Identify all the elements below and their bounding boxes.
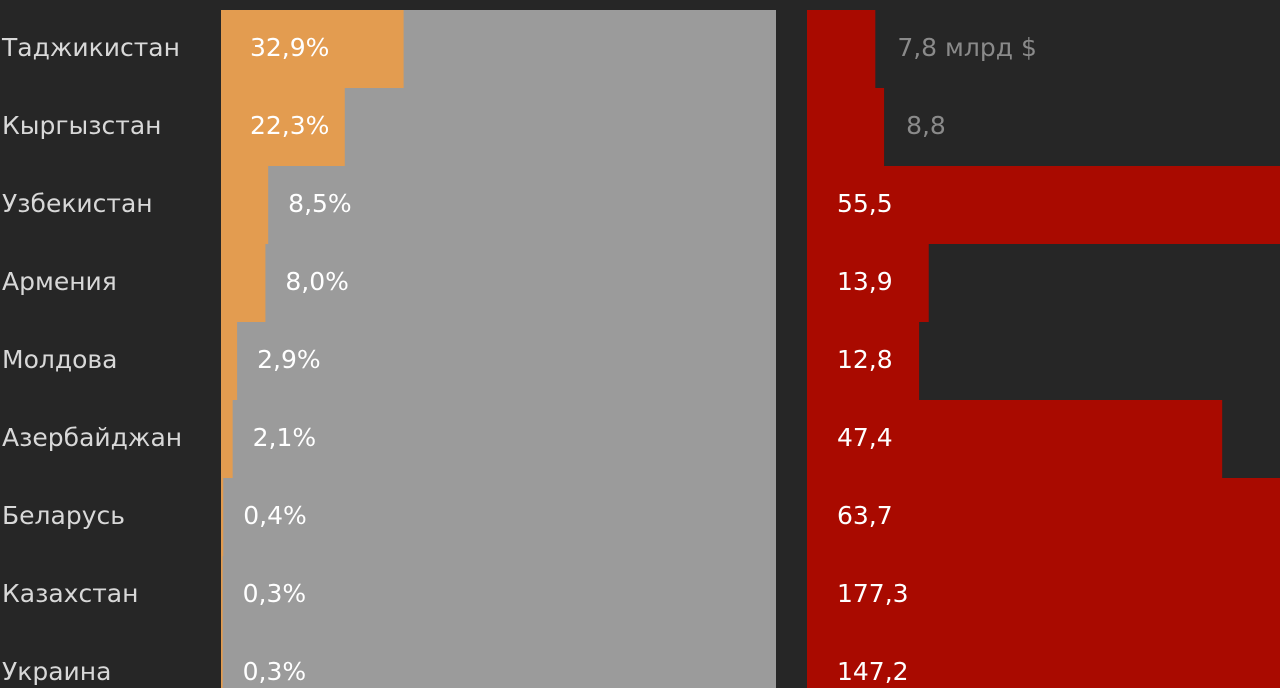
value-label: 2,1% <box>253 423 317 452</box>
value-label: 8,0% <box>285 267 349 296</box>
value-label: 2,9% <box>257 345 321 374</box>
bar <box>221 10 404 88</box>
bar <box>807 10 876 88</box>
category-label: Кыргызстан <box>2 111 162 140</box>
value-label: 147,2 <box>837 657 909 686</box>
bar <box>807 556 1280 634</box>
category-label: Узбекистан <box>2 189 153 218</box>
value-label: 13,9 <box>837 267 893 296</box>
bar <box>221 634 223 688</box>
bar <box>221 556 223 634</box>
bar <box>221 400 233 478</box>
value-label: 47,4 <box>837 423 893 452</box>
bar <box>807 634 1280 688</box>
bar <box>807 400 1223 478</box>
bar <box>807 88 885 166</box>
value-label: 7,8 млрд $ <box>897 33 1037 62</box>
value-label: 8,5% <box>288 189 352 218</box>
bar <box>221 478 224 556</box>
category-label: Таджикистан <box>1 33 180 62</box>
bar <box>221 244 266 322</box>
category-label: Беларусь <box>2 501 125 530</box>
value-label: 63,7 <box>837 501 893 530</box>
value-label: 8,8 <box>906 111 946 140</box>
value-label: 0,3% <box>243 657 307 686</box>
bar <box>807 166 1280 244</box>
value-label: 0,3% <box>243 579 307 608</box>
value-label: 22,3% <box>250 111 329 140</box>
bar <box>221 322 238 400</box>
category-label: Казахстан <box>2 579 138 608</box>
category-label: Армения <box>2 267 117 296</box>
bar <box>807 478 1280 556</box>
bar <box>807 322 920 400</box>
value-label: 55,5 <box>837 189 893 218</box>
value-label: 0,4% <box>243 501 307 530</box>
bar <box>807 244 929 322</box>
value-label: 32,9% <box>250 33 329 62</box>
value-label: 177,3 <box>837 579 909 608</box>
bar <box>221 166 269 244</box>
category-label: Азербайджан <box>2 423 182 452</box>
category-label: Молдова <box>2 345 117 374</box>
category-label: Украина <box>2 657 111 686</box>
value-label: 12,8 <box>837 345 893 374</box>
bar <box>221 88 345 166</box>
